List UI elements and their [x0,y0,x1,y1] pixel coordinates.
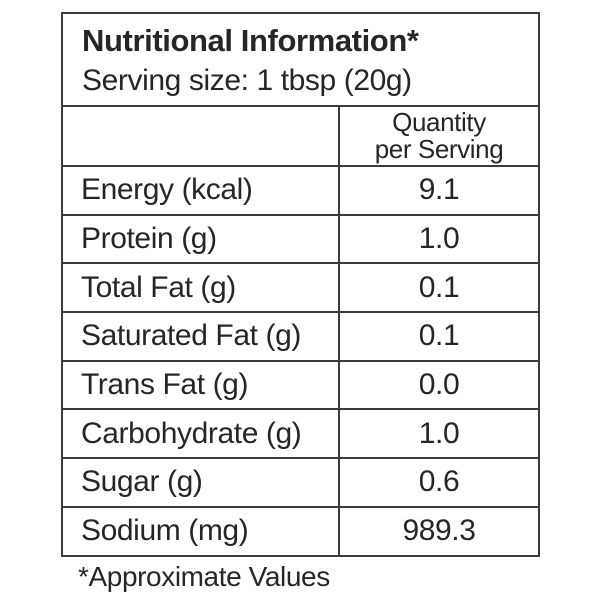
nutrient-value: 0.1 [418,319,460,353]
footnote: *Approximate Values [78,561,330,592]
quantity-header-cell: Quantity per Serving [340,107,538,165]
nutrient-value: 1.0 [418,222,460,256]
table-row-sugar: Sugar (g) 0.6 [63,457,538,506]
nutrient-value: 1.0 [418,416,460,450]
nutrient-name: Saturated Fat (g) [63,313,340,360]
nutrient-name: Total Fat (g) [63,264,340,312]
quantity-header-line1: Quantity [392,107,486,137]
header-empty-cell [63,107,340,165]
table-row-sodium: Sodium (mg) 989.3 [63,505,538,555]
nutrient-name: Trans Fat (g) [63,361,340,409]
nutrient-name: Sugar (g) [63,459,340,506]
nutrient-value: 0.0 [418,368,460,402]
table-row-trans-fat: Trans Fat (g) 0.0 [63,359,538,409]
nutrient-name: Carbohydrate (g) [63,410,340,458]
nutrient-name: Energy (kcal) [63,167,340,214]
table-row-total-fat: Total Fat (g) 0.1 [63,262,538,312]
nutrition-table: Nutritional Information* Serving size: 1… [61,12,540,557]
nutrient-value: 0.6 [418,465,460,499]
nutrient-name: Sodium (mg) [63,507,340,555]
nutrient-value: 0.1 [418,270,460,304]
nutrient-value: 9.1 [418,173,460,207]
table-row-protein: Protein (g) 1.0 [63,213,538,263]
table-header-row: Quantity per Serving [63,105,538,165]
quantity-header-line2: per Serving [374,134,504,164]
nutrient-value: 989.3 [402,514,476,548]
nutrient-name: Protein (g) [63,215,340,263]
label-title: Nutritional Information* [82,22,419,58]
table-row-energy: Energy (kcal) 9.1 [63,165,538,214]
table-row-carbohydrate: Carbohydrate (g) 1.0 [63,408,538,458]
serving-size: Serving size: 1 tbsp (20g) [82,63,412,97]
table-title-cell: Nutritional Information* Serving size: 1… [63,14,538,105]
table-row-saturated-fat: Saturated Fat (g) 0.1 [63,311,538,360]
